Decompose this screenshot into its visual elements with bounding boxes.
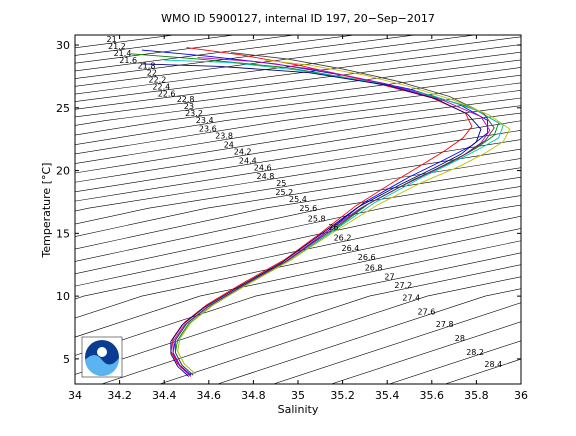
- x-tick-label: 35: [291, 389, 305, 402]
- x-tick-label: 34.6: [197, 389, 222, 402]
- contour-label: 24.2: [234, 148, 252, 157]
- contour-label: 25.6: [299, 204, 317, 213]
- x-tick-label: 35.4: [375, 389, 400, 402]
- contour-label: 27.6: [417, 308, 435, 317]
- contour-label: 26: [328, 223, 338, 232]
- x-tick-label: 36: [514, 389, 528, 402]
- x-tick-label: 34.4: [152, 389, 177, 402]
- contour-label: 24.8: [256, 172, 274, 181]
- x-tick-label: 34.2: [107, 389, 132, 402]
- contour-label: 27.8: [436, 320, 454, 329]
- logo-bird: [97, 347, 107, 357]
- contour-label: 28.2: [466, 348, 484, 357]
- contour-label: 25.4: [289, 195, 307, 204]
- contour-label: 21.6: [119, 56, 137, 65]
- contour-label: 24.6: [254, 163, 272, 172]
- y-tick-label: 25: [56, 102, 70, 115]
- contour-label: 26.2: [334, 234, 352, 243]
- contour-label: 27.2: [394, 281, 412, 290]
- chart-title: WMO ID 5900127, internal ID 197, 20−Sep−…: [161, 12, 435, 25]
- y-axis-label: Temperature [°C]: [40, 163, 53, 259]
- contour-label: 26.6: [358, 253, 376, 262]
- contour-label: 26.8: [365, 264, 383, 273]
- x-axis-label: Salinity: [278, 403, 319, 416]
- contour-label: 28: [455, 334, 465, 343]
- contour-label: 27.4: [402, 293, 420, 302]
- contour-label: 25: [276, 179, 286, 188]
- y-tick-label: 30: [56, 39, 70, 52]
- y-tick-label: 20: [56, 165, 70, 178]
- x-tick-label: 35.2: [330, 389, 355, 402]
- contour-label: 23.4: [196, 116, 214, 125]
- x-tick-label: 34.8: [241, 389, 266, 402]
- contour-label: 27: [384, 272, 394, 281]
- noaa-logo: [82, 337, 122, 377]
- y-tick-label: 5: [63, 353, 70, 366]
- contour-label: 28.4: [484, 360, 502, 369]
- x-tick-label: 35.8: [464, 389, 489, 402]
- x-tick-label: 35.6: [420, 389, 445, 402]
- contour-label: 22.6: [158, 90, 176, 99]
- contour-label: 26.4: [341, 244, 359, 253]
- contour-label: 23.6: [199, 125, 217, 134]
- x-tick-label: 34: [68, 389, 82, 402]
- contour-label: 25.8: [308, 214, 326, 223]
- contour-label: 24: [224, 141, 234, 150]
- y-tick-label: 15: [56, 227, 70, 240]
- y-tick-label: 10: [56, 290, 70, 303]
- contour-label: 23.8: [215, 132, 233, 141]
